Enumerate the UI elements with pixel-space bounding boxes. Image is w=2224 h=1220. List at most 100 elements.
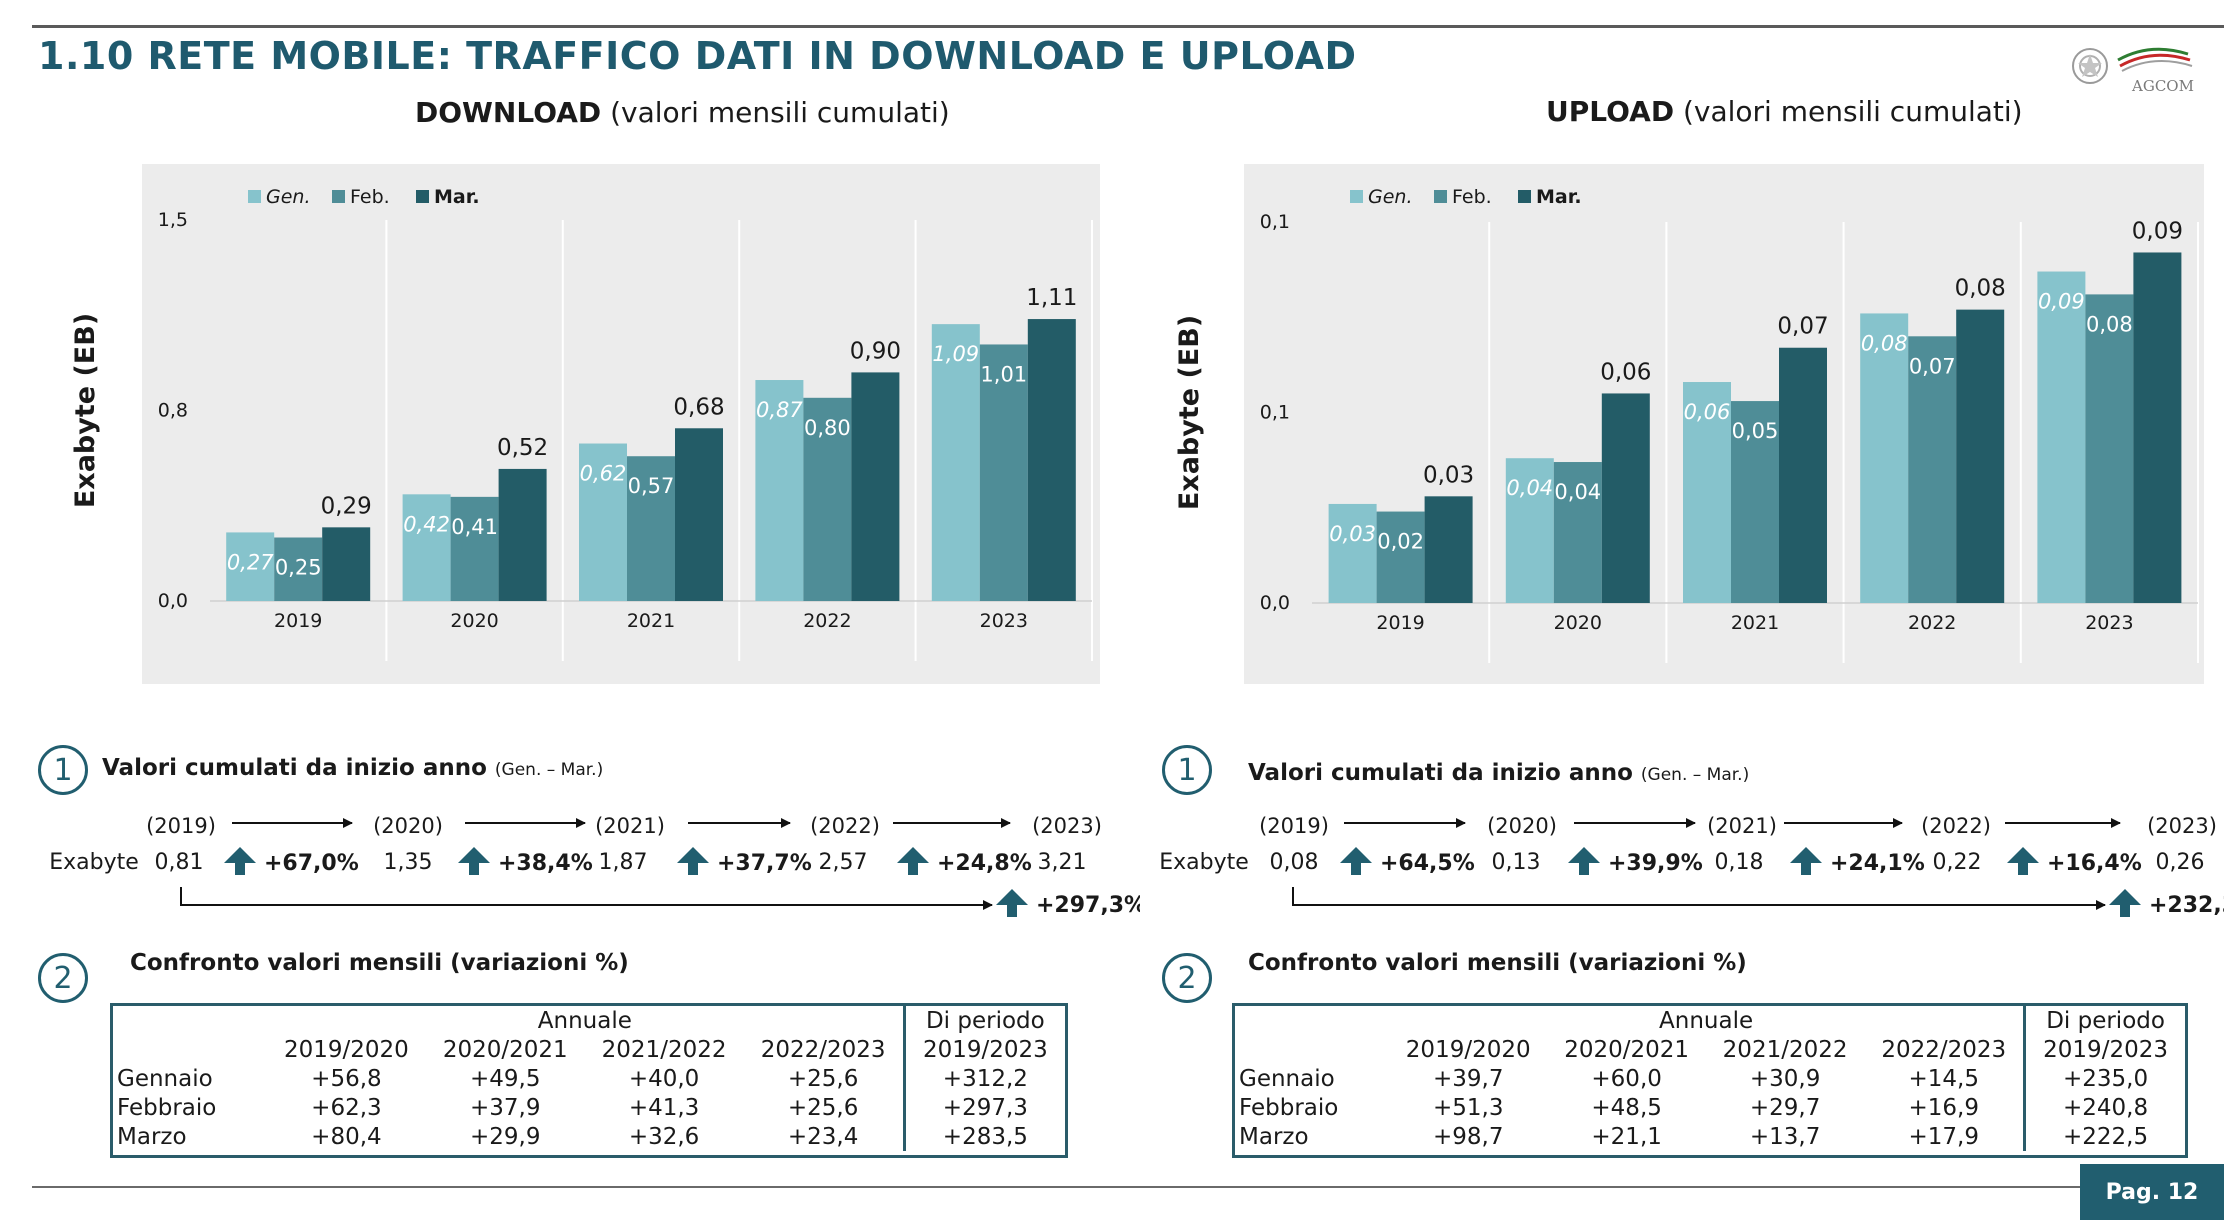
table-cell-period: +240,8 [2023, 1093, 2185, 1122]
header-period: Di periodo [902, 1006, 1065, 1035]
page-number: Pag. 12 [2080, 1164, 2224, 1220]
data-label: 0,08 [1955, 276, 2006, 302]
year-label: (2023) [1032, 814, 1102, 838]
y-tick-label: 1,5 [158, 209, 188, 231]
data-label: 1,11 [1026, 285, 1077, 311]
col-header: 2019/2020 [1405, 1036, 1531, 1063]
y-tick-label: 0,8 [158, 400, 188, 422]
bar [402, 494, 451, 601]
growth-percent: +64,5% [1380, 851, 1475, 876]
table-cell: +56,8 [311, 1065, 382, 1092]
data-label: 0,80 [804, 416, 851, 440]
upload-growth-flow: Exabyte (2019) 0,08 (2020) 0,13 (2021) 0,18 (20… [1159, 814, 2224, 918]
col-header: 2021/2022 [1722, 1036, 1848, 1063]
x-tick-label: 2021 [627, 610, 675, 632]
bar [1328, 503, 1377, 603]
data-label: 0,02 [1377, 530, 1424, 554]
bar [498, 468, 547, 601]
row-label: Gennaio [1239, 1065, 1335, 1092]
cumulative-value: 0,22 [1933, 850, 1982, 875]
x-tick-label: 2022 [1908, 612, 1956, 634]
legend-swatch [248, 190, 261, 203]
bar [1779, 347, 1827, 603]
table-row: Gennaio +56,8 +49,5 +40,0 +25,6 +312,2 [113, 1064, 1065, 1093]
data-label: 0,87 [756, 398, 803, 422]
table-cell: +23,4 [787, 1123, 859, 1150]
table-cell: +25,6 [787, 1065, 859, 1092]
row-label: Marzo [117, 1123, 187, 1150]
bar [226, 532, 275, 601]
section1-subtitle: (Gen. – Mar.) [1640, 765, 1750, 785]
bar [1908, 336, 1957, 603]
section1-badge-download: 1 [38, 745, 88, 795]
table-cell-period: +222,5 [2023, 1122, 2185, 1151]
up-arrow-icon [996, 889, 1028, 917]
upload-title-bold: UPLOAD [1546, 95, 1675, 128]
x-tick-label: 2019 [274, 610, 322, 632]
emblem-icon [2072, 48, 2108, 84]
data-label: 0,05 [1732, 419, 1779, 443]
download-chart-title: DOWNLOAD (valori mensili cumulati) [415, 96, 950, 129]
table-cell: +30,9 [1749, 1065, 1821, 1092]
download-title-rest: (valori mensili cumulati) [601, 96, 950, 129]
section2-title-upload: Confronto valori mensili (variazioni %) [1248, 950, 1747, 976]
table-cell: +80,4 [311, 1123, 382, 1150]
data-label: 0,09 [2038, 290, 2085, 314]
data-label: 0,62 [580, 462, 627, 486]
cumulative-value: 0,13 [1492, 850, 1541, 875]
bar [851, 372, 900, 601]
data-label: 1,09 [932, 342, 979, 366]
table-cell: +17,9 [1908, 1123, 1979, 1150]
year-label: (2019) [1259, 814, 1329, 838]
table-cell: +41,3 [628, 1094, 700, 1121]
table-cell-period: +312,2 [902, 1064, 1065, 1093]
col-header-period: 2019/2023 [902, 1035, 1065, 1064]
col-header: 2019/2020 [284, 1036, 409, 1063]
bar [1860, 313, 1909, 603]
bar [931, 324, 980, 601]
year-label: (2022) [810, 814, 880, 838]
table-cell: +13,7 [1749, 1123, 1821, 1150]
year-label: (2019) [146, 814, 216, 838]
data-label: 0,29 [321, 493, 372, 519]
table-cell: +21,1 [1591, 1123, 1662, 1150]
table-cell: +39,7 [1432, 1065, 1504, 1092]
section1-title-download: Valori cumulati da inizio anno (Gen. – M… [102, 755, 603, 781]
table-cell: +62,3 [311, 1094, 382, 1121]
data-label: 0,04 [1506, 476, 1553, 500]
table-row: Marzo +98,7 +21,1 +13,7 +17,9 +222,5 [1235, 1122, 2185, 1151]
cumulative-value: 0,26 [2156, 850, 2205, 875]
col-header: 2020/2021 [1564, 1036, 1690, 1063]
table-cell: +40,0 [628, 1065, 700, 1092]
header-annual: Annuale [1659, 1007, 1754, 1034]
upload-title-rest: (valori mensili cumulati) [1674, 95, 2023, 128]
row-label: Gennaio [117, 1065, 213, 1092]
bar [755, 380, 804, 601]
bar [1505, 458, 1554, 603]
table-cell: +48,5 [1591, 1094, 1662, 1121]
total-growth-percent: +297,3% [1036, 893, 1140, 918]
page-title: 1.10 RETE MOBILE: TRAFFICO DATI IN DOWNL… [38, 34, 1357, 78]
col-header-period: 2019/2023 [2023, 1035, 2185, 1064]
x-tick-label: 2020 [450, 610, 498, 632]
col-header: 2020/2021 [442, 1036, 568, 1063]
section1-title-text: Valori cumulati da inizio anno [102, 755, 487, 781]
total-growth-percent: +232,3 [2149, 893, 2224, 918]
bar [2037, 271, 2086, 603]
x-tick-label: 2020 [1554, 612, 1602, 634]
y-tick-label: 0,0 [1260, 592, 1290, 614]
upload-chart-title: UPLOAD (valori mensili cumulati) [1546, 95, 2023, 128]
up-arrow-icon [1340, 847, 1372, 875]
table-cell: +32,6 [628, 1123, 700, 1150]
row-label: Marzo [1239, 1123, 1309, 1150]
bar [803, 397, 852, 601]
table-cell: +49,5 [470, 1065, 541, 1092]
data-label: 0,06 [1600, 359, 1651, 385]
up-arrow-icon [224, 847, 256, 875]
year-label: (2022) [1921, 814, 1991, 838]
data-label: 0,03 [1329, 522, 1376, 546]
data-label: 0,57 [628, 474, 675, 498]
data-label: 0,04 [1554, 480, 1601, 504]
total-bracket-arrow [1292, 887, 2106, 910]
